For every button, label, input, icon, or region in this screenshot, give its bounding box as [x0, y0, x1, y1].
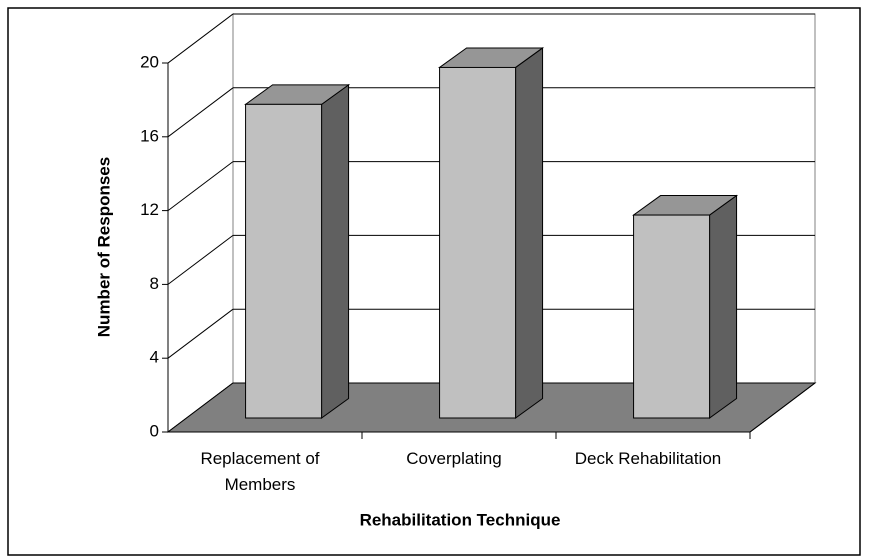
- bar-side: [515, 46, 544, 419]
- grid-line-side: [167, 235, 234, 285]
- y-tick-label: 12: [140, 200, 159, 219]
- grid-line-side: [167, 87, 234, 138]
- x-tick-label: Coverplating: [406, 449, 502, 468]
- x-axis-depth: [749, 382, 816, 433]
- y-tick-label: 16: [140, 126, 159, 145]
- x-tick-label: Deck Rehabilitation: [574, 449, 722, 468]
- x-axis-title: Rehabilitation Technique: [360, 510, 561, 529]
- bar-side: [321, 83, 350, 419]
- grid-line-side: [167, 161, 234, 211]
- grid-line-side: [167, 13, 234, 64]
- grid-line-side: [167, 308, 234, 359]
- bar-side: [709, 194, 738, 419]
- bar: [633, 214, 711, 419]
- x-tick-label: Replacement of Members: [200, 449, 320, 494]
- y-axis-title: Number of Responses: [94, 157, 113, 337]
- bar: [439, 66, 517, 419]
- side-wall: [167, 12, 234, 434]
- bar: [245, 103, 323, 419]
- y-tick-label: 20: [140, 52, 159, 71]
- y-tick-label: 0: [150, 421, 159, 440]
- y-tick-label: 8: [150, 274, 159, 293]
- y-tick-label: 4: [150, 348, 159, 367]
